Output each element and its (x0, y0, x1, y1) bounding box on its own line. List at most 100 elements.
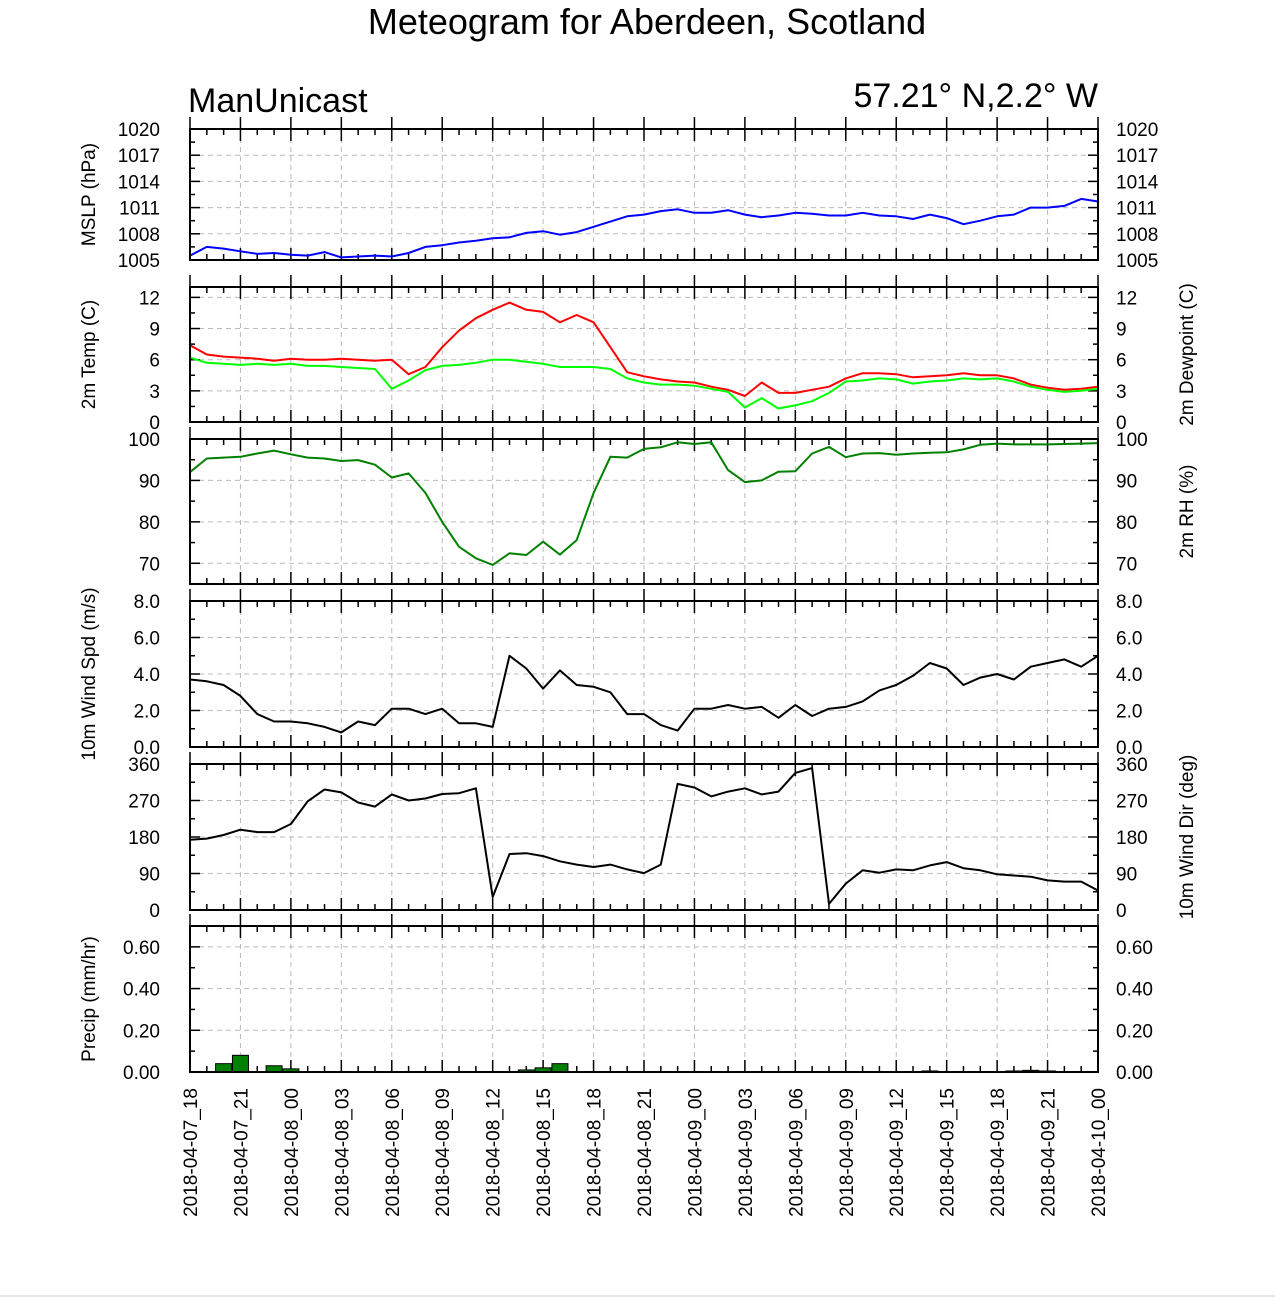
x-tick-label: 2018-04-07_18 (181, 1088, 202, 1217)
y-tick-label-right: 180 (1116, 828, 1148, 849)
y-tick-label-right: 9 (1116, 320, 1127, 341)
y-tick-label-right: 360 (1116, 755, 1148, 776)
y-tick-label-left: 9 (149, 320, 160, 341)
y-axis-title-left: Precip (mm/hr) (79, 936, 100, 1062)
y-axis-title-left: 10m Wind Spd (m/s) (79, 587, 100, 760)
y-tick-label-left: 0 (149, 901, 160, 922)
x-tick-label: 2018-04-09_09 (837, 1088, 858, 1217)
y-tick-label-right: 12 (1116, 288, 1137, 309)
panel-frame (189, 763, 1099, 911)
y-tick-label-left: 80 (139, 513, 160, 534)
panel-frame (189, 925, 1099, 1073)
y-tick-label-left: 100 (128, 430, 160, 451)
y-tick-label-right: 0.20 (1116, 1021, 1153, 1042)
y-tick-label-left: 0 (149, 413, 160, 434)
x-tick-label: 2018-04-09_03 (736, 1088, 757, 1217)
y-tick-label-left: 1011 (119, 199, 160, 220)
x-tick-label: 2018-04-08_12 (484, 1088, 505, 1217)
y-tick-label-left: 1005 (118, 251, 160, 272)
model-label: ManUnicast (188, 82, 368, 120)
y-tick-label-right: 1005 (1116, 251, 1158, 272)
y-tick-label-left: 12 (139, 288, 160, 309)
y-tick-label-right: 1017 (1116, 146, 1158, 167)
y-tick-label-right: 270 (1116, 792, 1148, 813)
y-tick-label-left: 1020 (118, 120, 160, 141)
y-tick-label-left: 6.0 (134, 629, 160, 650)
y-tick-label-right: 4.0 (1116, 665, 1142, 686)
series-line-1 (189, 356, 1099, 410)
x-tick-label: 2018-04-08_06 (383, 1088, 404, 1217)
y-tick-label-left: 360 (128, 755, 160, 776)
y-tick-label-right: 1008 (1116, 225, 1158, 246)
x-tick-label: 2018-04-09_21 (1039, 1088, 1060, 1217)
y-tick-label-right: 3 (1116, 382, 1127, 403)
precip-bar (215, 1063, 233, 1073)
chart-title: Meteogram for Aberdeen, Scotland (368, 1, 926, 42)
y-tick-label-left: 3 (149, 382, 160, 403)
y-axis-title-left: MSLP (hPa) (79, 143, 100, 246)
x-tick-label: 2018-04-09_18 (988, 1088, 1009, 1217)
x-tick-label: 2018-04-08_03 (332, 1088, 353, 1217)
x-tick-label: 2018-04-09_06 (786, 1088, 807, 1217)
panel-frame (189, 600, 1099, 748)
y-tick-label-right: 90 (1116, 865, 1137, 886)
y-tick-label-right: 0 (1116, 901, 1127, 922)
panel-3: 0.0 0.0 2.0 2.0 4.0 4.0 6.0 6.0 8.0 8.0 10m Wind S… (79, 587, 1142, 760)
series-line-0 (189, 301, 1099, 397)
series-line-0 (189, 767, 1099, 905)
x-tick-label: 2018-04-09_00 (685, 1088, 706, 1217)
y-tick-label-right: 6.0 (1116, 629, 1142, 650)
y-tick-label-left: 180 (128, 828, 160, 849)
panel-5: 0.00 0.00 0.20 0.20 0.40 0.40 0.60 0.60 Precip (… (79, 914, 1153, 1084)
panel-2: 70 70 80 80 90 90 100 100 2m RH (%) (128, 427, 1198, 585)
precip-bar (551, 1063, 569, 1073)
precip-bar (231, 1054, 249, 1073)
x-tick-label: 2018-04-09_15 (938, 1088, 959, 1217)
series-line-0 (189, 654, 1099, 734)
y-tick-label-left: 6 (149, 351, 160, 372)
y-tick-label-left: 0.40 (123, 980, 160, 1001)
y-tick-label-right: 8.0 (1116, 592, 1142, 613)
x-tick-label: 2018-04-09_12 (887, 1088, 908, 1217)
y-tick-label-left: 1017 (118, 146, 160, 167)
y-tick-label-right: 100 (1116, 430, 1148, 451)
panel-frame (189, 128, 1099, 261)
series-line-0 (189, 197, 1099, 259)
panel-frame (189, 286, 1099, 423)
y-tick-label-right: 0.0 (1116, 738, 1142, 759)
y-tick-label-left: 2.0 (134, 702, 160, 723)
y-tick-label-right: 0 (1116, 413, 1127, 434)
y-tick-label-right: 1011 (1116, 199, 1157, 220)
y-tick-label-left: 90 (139, 865, 160, 886)
y-tick-label-right: 6 (1116, 351, 1127, 372)
panel-0: 1005 1005 1008 1008 1011 1011 1014 1014 1017 1017… (79, 117, 1159, 272)
x-tick-label: 2018-04-08_15 (534, 1088, 555, 1217)
y-tick-label-left: 0.60 (123, 938, 160, 959)
y-tick-label-left: 0.0 (134, 738, 160, 759)
x-tick-label: 2018-04-08_18 (585, 1088, 606, 1217)
y-tick-label-left: 1008 (118, 225, 160, 246)
y-tick-label-left: 4.0 (134, 665, 160, 686)
y-tick-label-left: 8.0 (134, 592, 160, 613)
panel-4: 0 0 90 90 180 180 270 270 360 360 10m Wind Dir (de… (128, 752, 1198, 922)
panel-1: 0 0 3 3 6 6 9 9 12 12 2m Temp (C) 2m Dewpoint (C) (79, 275, 1198, 434)
y-tick-label-right: 0.60 (1116, 938, 1153, 959)
x-tick-label: 2018-04-07_21 (231, 1088, 252, 1217)
series-line-0 (189, 441, 1099, 566)
y-tick-label-right: 2.0 (1116, 702, 1142, 723)
y-tick-label-left: 1014 (118, 172, 161, 193)
y-axis-title-right: 2m Dewpoint (C) (1177, 283, 1198, 426)
y-tick-label-right: 0.00 (1116, 1063, 1153, 1084)
y-tick-label-right: 1020 (1116, 120, 1158, 141)
y-tick-label-right: 1014 (1116, 172, 1159, 193)
location-label: 57.21° N,2.2° W (853, 77, 1098, 115)
y-axis-title-left: 2m Temp (C) (79, 300, 100, 409)
x-tick-label: 2018-04-08_00 (282, 1088, 303, 1217)
y-tick-label-right: 90 (1116, 471, 1137, 492)
y-tick-label-right: 80 (1116, 513, 1137, 534)
y-tick-label-left: 0.00 (123, 1063, 160, 1084)
y-tick-label-left: 70 (139, 554, 160, 575)
y-tick-label-left: 270 (128, 792, 160, 813)
y-axis-title-right: 2m RH (%) (1177, 465, 1198, 559)
